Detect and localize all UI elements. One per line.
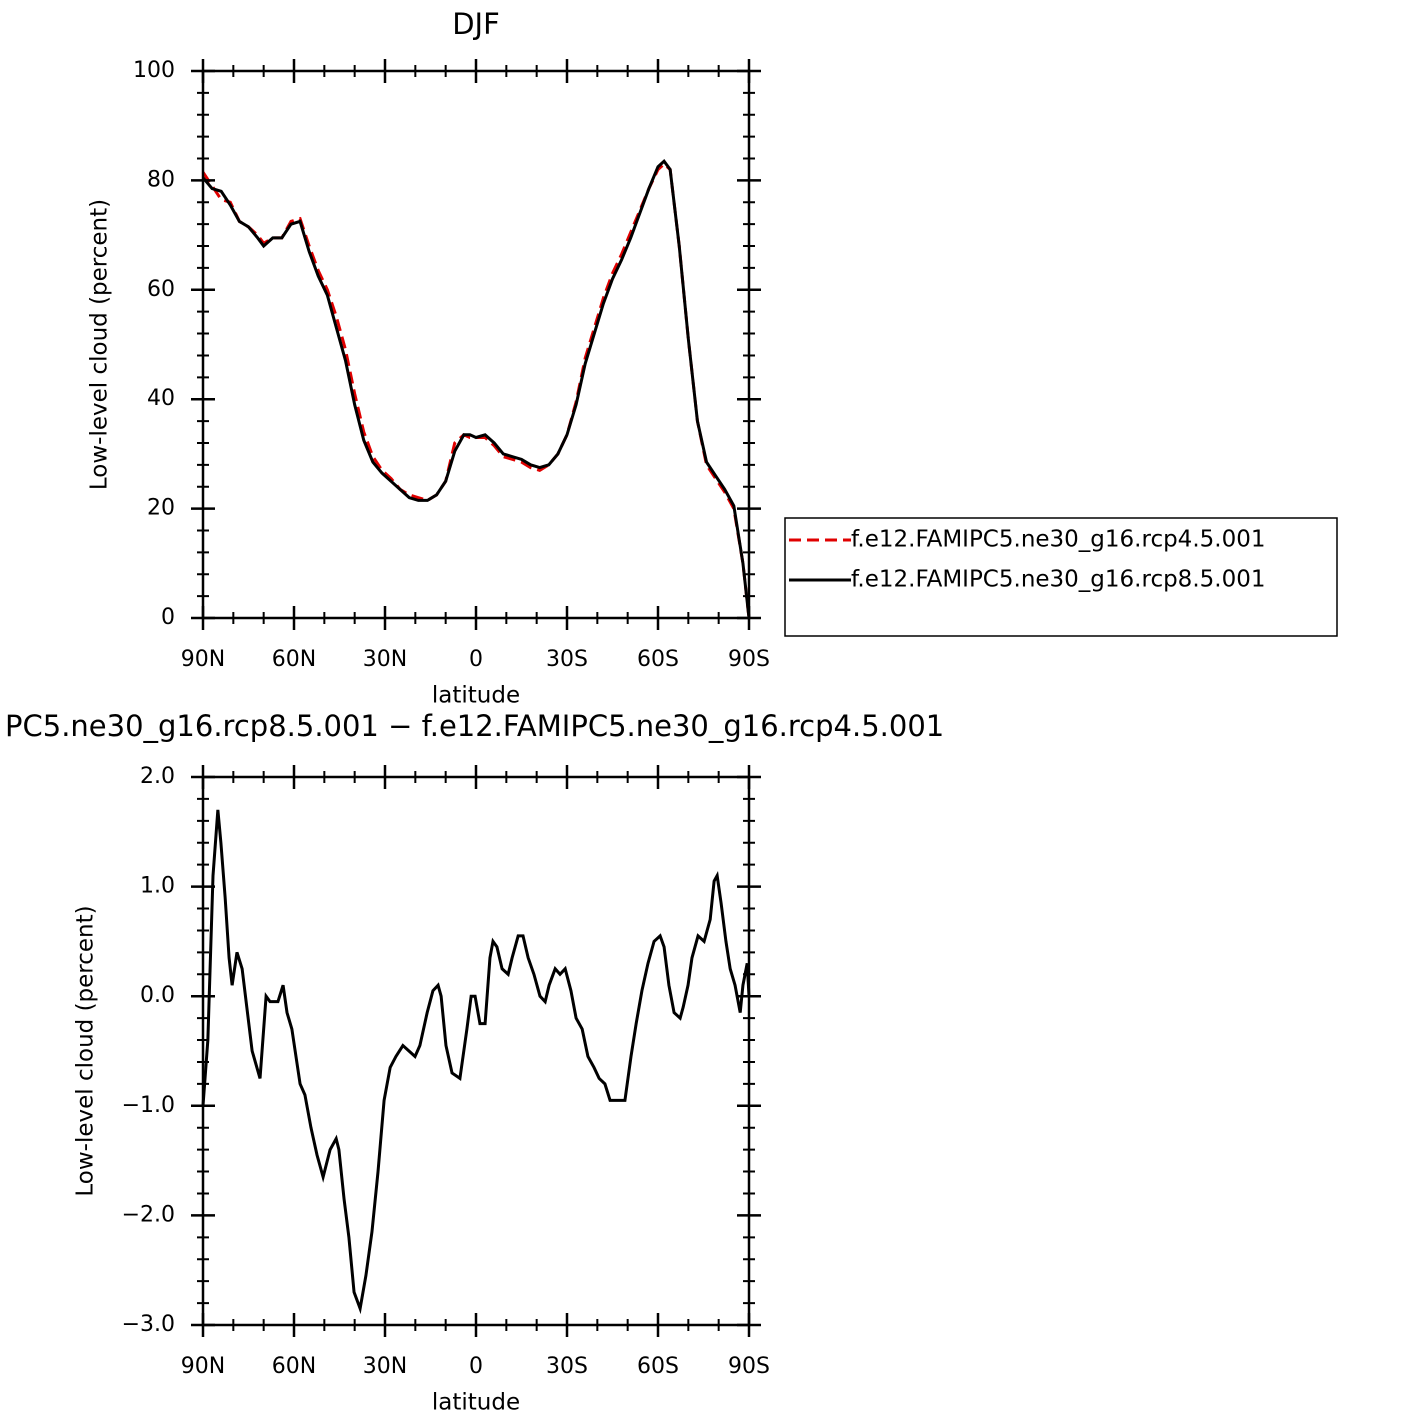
y-tick-label: −1.0: [122, 1093, 175, 1118]
plot-frame: [201, 775, 751, 1327]
legend-label: f.e12.FAMIPC5.ne30_g16.rcp4.5.001: [851, 527, 1265, 553]
y-axis-label: Low-level cloud (percent): [87, 199, 113, 490]
y-tick-label: 2.0: [140, 764, 175, 789]
line-series: [201, 161, 751, 619]
y-tick-label: 100: [133, 58, 175, 83]
x-tick-label: 90S: [728, 647, 770, 672]
plot-frame: [201, 69, 751, 620]
y-tick-label: −2.0: [122, 1202, 175, 1227]
x-tick-label: 0: [469, 647, 483, 672]
x-tick-label: 90N: [181, 1354, 225, 1379]
legend-box: [784, 517, 1338, 637]
legend-label: f.e12.FAMIPC5.ne30_g16.rcp8.5.001: [851, 567, 1265, 593]
y-axis-label: Low-level cloud (percent): [73, 905, 99, 1196]
line-series: [201, 809, 751, 1315]
x-tick-label: 90N: [181, 647, 225, 672]
x-tick-label: 30N: [363, 1354, 407, 1379]
y-tick-label: 40: [147, 386, 175, 411]
y-tick-label: 80: [147, 167, 175, 192]
y-tick-label: 60: [147, 277, 175, 302]
y-tick-label: 0: [161, 605, 175, 630]
x-tick-label: 60S: [637, 1354, 679, 1379]
x-tick-label: 30S: [546, 647, 588, 672]
x-tick-label: 30S: [546, 1354, 588, 1379]
y-tick-label: 20: [147, 496, 175, 521]
y-tick-label: −3.0: [122, 1312, 175, 1337]
line-series: [201, 159, 751, 619]
x-tick-label: 60N: [272, 1354, 316, 1379]
y-tick-label: 1.0: [140, 874, 175, 899]
x-axis-label: latitude: [432, 1390, 520, 1416]
y-tick-label: 0.0: [140, 983, 175, 1008]
x-tick-label: 60N: [272, 647, 316, 672]
x-tick-label: 60S: [637, 647, 679, 672]
x-tick-label: 90S: [728, 1354, 770, 1379]
x-tick-label: 0: [469, 1354, 483, 1379]
x-tick-label: 30N: [363, 647, 407, 672]
chart-title: PC5.ne30_g16.rcp8.5.001 − f.e12.FAMIPC5.…: [5, 709, 944, 743]
chart-title: DJF: [452, 7, 500, 41]
x-axis-label: latitude: [432, 683, 520, 709]
